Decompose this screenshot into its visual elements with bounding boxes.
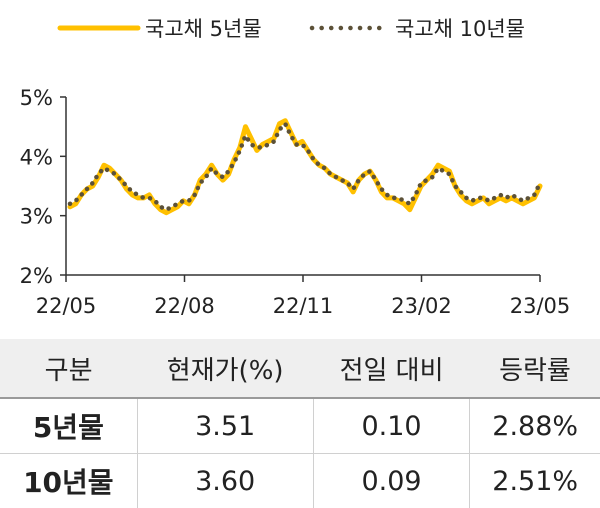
bond-yield-chart: 국고채 5년물 국고채 10년물 2% 3% 4% 5% 22/05 22/08 22/11 2…	[0, 0, 600, 335]
x-tick-label: 22/11	[273, 294, 334, 318]
table-row: 5년물 3.51 0.10 2.88%	[0, 398, 600, 454]
rate-value: 2.88%	[470, 398, 600, 454]
yield-table: 구분 현재가(%) 전일 대비 등락률 5년물 3.51 0.10 2.88% …	[0, 339, 600, 508]
rate-value: 2.51%	[470, 454, 600, 508]
chart-legend: 국고채 5년물 국고채 10년물	[60, 17, 525, 41]
table-header-row: 구분 현재가(%) 전일 대비 등락률	[0, 339, 600, 398]
x-tick-label: 23/05	[510, 294, 571, 318]
y-tick-label: 4%	[20, 145, 53, 169]
row-label: 10년물	[0, 454, 137, 508]
series-line-10y	[70, 124, 540, 210]
y-tick-label: 2%	[20, 264, 53, 288]
y-tick-label: 3%	[20, 205, 53, 229]
change-value: 0.10	[313, 398, 470, 454]
current-value: 3.51	[137, 398, 313, 454]
x-tick-label: 22/08	[154, 294, 215, 318]
legend-label-5y: 국고채 5년물	[145, 17, 262, 41]
y-tick-label: 5%	[20, 86, 53, 110]
header-rate: 등락률	[470, 339, 600, 398]
table-row: 10년물 3.60 0.09 2.51%	[0, 454, 600, 508]
legend-label-10y: 국고채 10년물	[395, 17, 525, 41]
change-value: 0.09	[313, 454, 470, 508]
x-tick-label: 22/05	[36, 294, 97, 318]
series-line-5y	[70, 121, 540, 213]
header-category: 구분	[0, 339, 137, 398]
header-current: 현재가(%)	[137, 339, 313, 398]
header-change: 전일 대비	[313, 339, 470, 398]
chart-series	[70, 121, 540, 213]
row-label: 5년물	[0, 398, 137, 454]
current-value: 3.60	[137, 454, 313, 508]
x-tick-label: 23/02	[391, 294, 452, 318]
